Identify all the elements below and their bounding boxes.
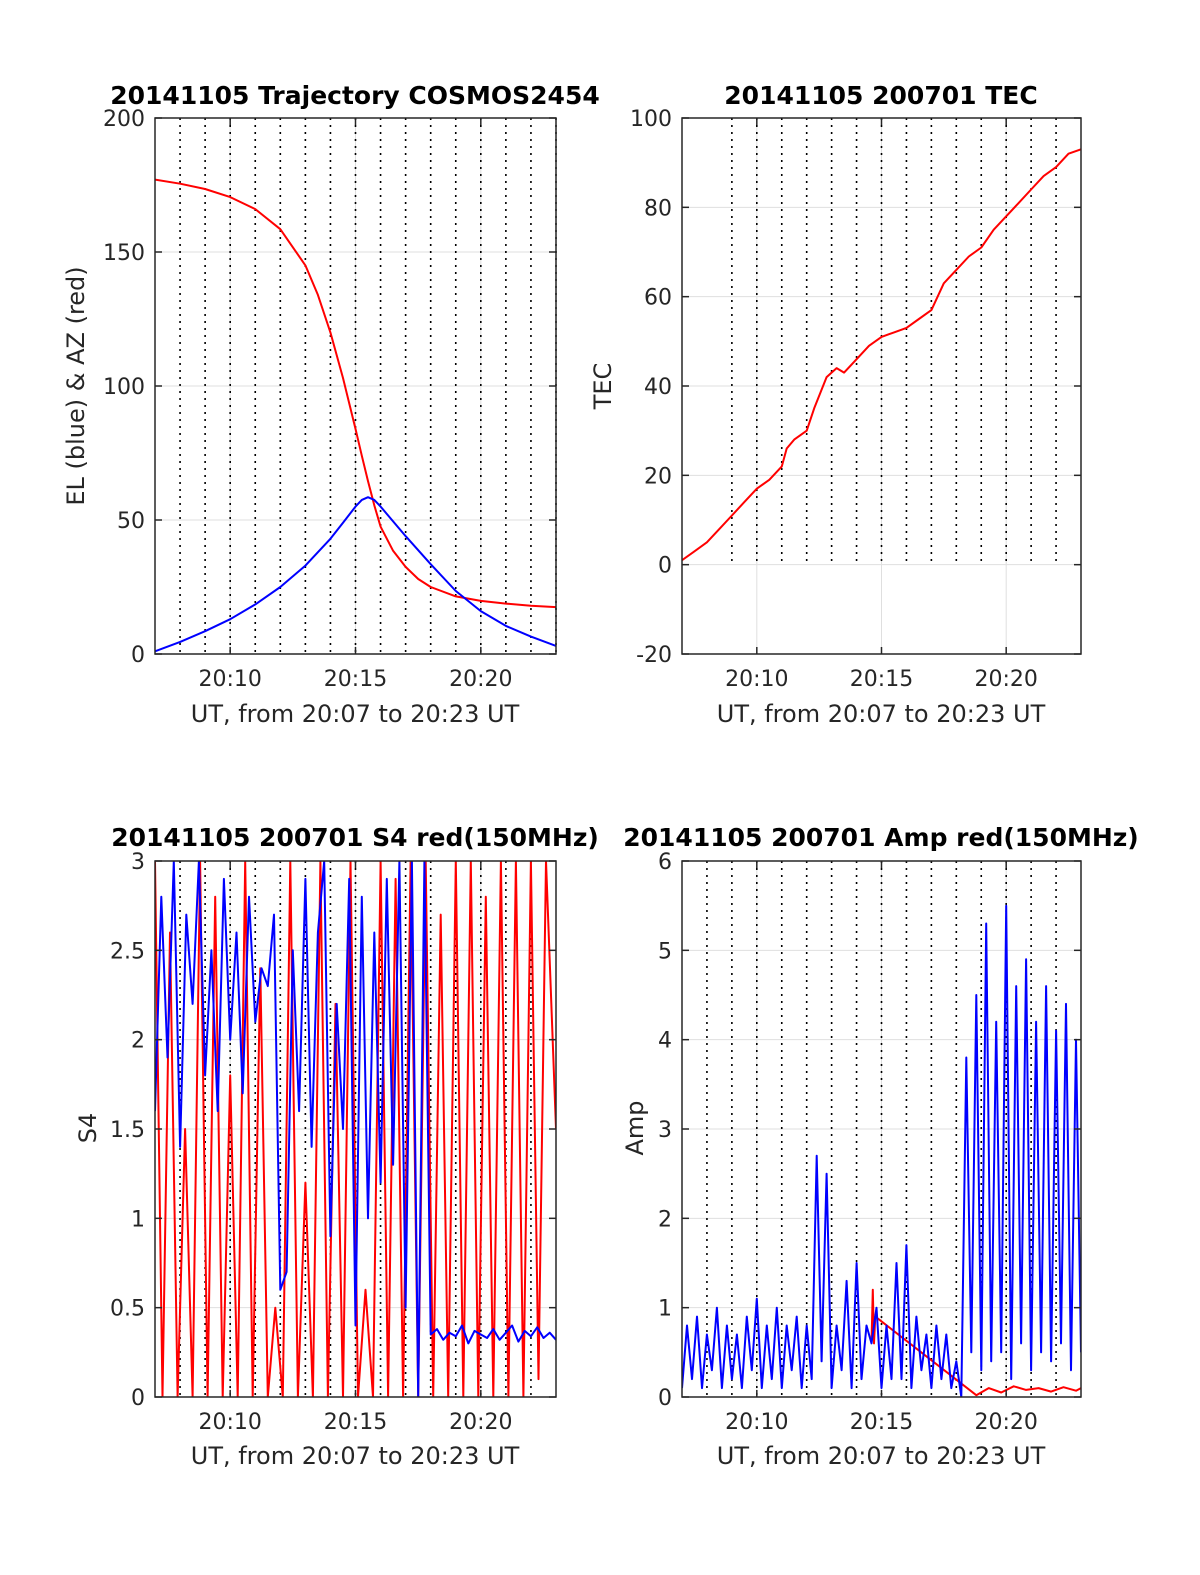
chart-title: 20141105 200701 Amp red(150MHz) [623, 823, 1139, 852]
y-tick-label: 60 [644, 286, 672, 311]
x-axis-label: UT, from 20:07 to 20:23 UT [191, 700, 520, 728]
y-tick-label: 1 [131, 1207, 145, 1232]
plot-area: 20:10 20:15 20:20 0 1 2 3 4 5 6 [658, 850, 1082, 1435]
x-tick-label: 20:15 [850, 667, 913, 692]
y-axis-label: TEC [589, 363, 617, 411]
series-line-1 [682, 904, 1081, 1397]
y-tick-label: 5 [658, 939, 672, 964]
x-tick-label: 20:15 [850, 1410, 913, 1435]
x-tick-label: 20:20 [449, 667, 512, 692]
y-tick-label: 0 [658, 554, 672, 579]
y-axis-label: S4 [74, 1113, 102, 1144]
s4-plot: 20:10 20:15 20:20 0 0.5 1 1.5 2 2.5 3 20141105 20… [74, 823, 599, 1470]
series-line-0 [155, 861, 556, 1397]
series-line-0 [870, 1288, 1081, 1397]
y-tick-label: 0 [131, 1386, 145, 1411]
series-line-0 [682, 148, 1081, 562]
x-tick-label: 20:15 [324, 1410, 387, 1435]
y-tick-label: 2.5 [110, 939, 145, 964]
y-tick-label: -20 [636, 643, 672, 668]
y-tick-label: 200 [103, 107, 145, 132]
y-tick-label: 0 [131, 643, 145, 668]
x-tick-label: 20:15 [324, 667, 387, 692]
plot-area: 20:10 20:15 20:20 -20 0 20 40 60 80 100 [630, 107, 1082, 692]
y-tick-label: 1.5 [110, 1118, 145, 1143]
plot-area: 20:10 20:15 20:20 0 0.5 1 1.5 2 2.5 3 [110, 850, 557, 1435]
y-tick-label: 100 [103, 375, 145, 400]
tec-plot: 20:10 20:15 20:20 -20 0 20 40 60 80 100 20141105 … [589, 81, 1082, 728]
trajectory-plot: 20:10 20:15 20:20 0 50 100 150 200 20141105 Tra… [62, 81, 600, 728]
x-tick-label: 20:10 [198, 667, 261, 692]
x-tick-label: 20:20 [974, 667, 1037, 692]
x-tick-label: 20:20 [449, 1410, 512, 1435]
amp-plot: 20:10 20:15 20:20 0 1 2 3 4 5 6 20141105 200701 A… [621, 823, 1139, 1470]
y-tick-label: 3 [658, 1118, 672, 1143]
series-line-0 [155, 178, 556, 609]
x-tick-label: 20:10 [725, 1410, 788, 1435]
y-tick-label: 6 [658, 850, 672, 875]
y-tick-label: 80 [644, 196, 672, 221]
y-tick-label: 100 [630, 107, 672, 132]
plot-area: 20:10 20:15 20:20 0 50 100 150 200 [103, 107, 557, 692]
y-tick-label: 1 [658, 1297, 672, 1322]
y-tick-label: 2 [658, 1207, 672, 1232]
y-tick-label: 50 [117, 509, 145, 534]
x-axis-label: UT, from 20:07 to 20:23 UT [717, 1442, 1046, 1470]
y-tick-label: 2 [131, 1029, 145, 1054]
x-axis-label: UT, from 20:07 to 20:23 UT [191, 1442, 520, 1470]
y-tick-label: 20 [644, 464, 672, 489]
x-tick-label: 20:10 [198, 1410, 261, 1435]
y-tick-label: 4 [658, 1029, 672, 1054]
y-tick-label: 0 [658, 1386, 672, 1411]
chart-title: 20141105 200701 S4 red(150MHz) [111, 823, 599, 852]
series-line-1 [155, 496, 556, 653]
y-tick-label: 0.5 [110, 1297, 145, 1322]
y-tick-label: 150 [103, 241, 145, 266]
series-line-1 [155, 861, 556, 1397]
chart-title: 20141105 Trajectory COSMOS2454 [110, 81, 600, 110]
y-tick-label: 40 [644, 375, 672, 400]
x-tick-label: 20:10 [725, 667, 788, 692]
chart-title: 20141105 200701 TEC [724, 81, 1037, 110]
x-axis-label: UT, from 20:07 to 20:23 UT [717, 700, 1046, 728]
x-tick-label: 20:20 [974, 1410, 1037, 1435]
y-axis-label: EL (blue) & AZ (red) [62, 266, 90, 505]
y-tick-label: 3 [131, 850, 145, 875]
y-axis-label: Amp [621, 1100, 649, 1155]
